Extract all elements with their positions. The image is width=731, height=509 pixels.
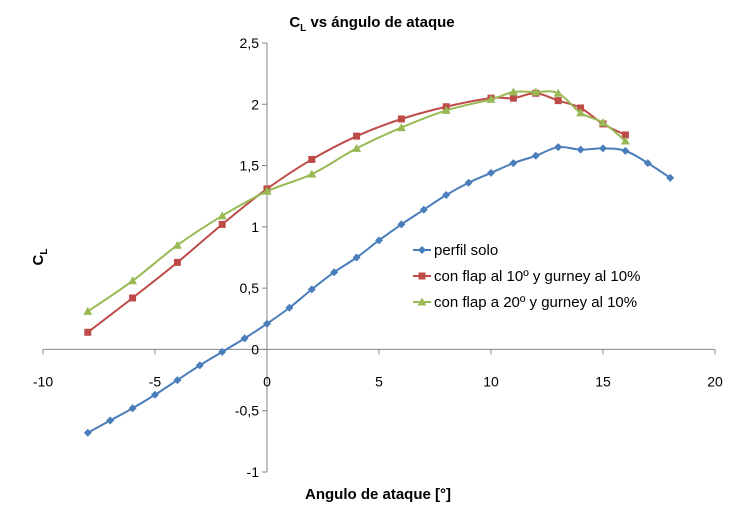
- x-axis-title: Angulo de ataque [°]: [305, 486, 451, 503]
- y-axis-title: CL: [30, 249, 50, 266]
- series-3-point: [441, 105, 451, 114]
- series-1-point: [531, 151, 540, 160]
- series-1-point: [643, 159, 652, 168]
- series-1-point: [464, 178, 473, 187]
- series-1-point: [621, 146, 630, 155]
- series-2-point: [554, 97, 562, 105]
- series-1-point: [128, 404, 137, 413]
- series-2-point: [218, 220, 226, 228]
- series-1-point: [352, 253, 361, 262]
- y-tick-label: 2,5: [240, 35, 260, 51]
- series-1-point: [442, 190, 451, 199]
- series-2-point: [397, 115, 405, 123]
- legend-marker: [418, 272, 426, 280]
- x-tick-label: 15: [595, 373, 611, 389]
- y-tick-label: 0: [251, 341, 259, 357]
- series-3-point: [262, 186, 272, 195]
- series-3-point: [598, 118, 608, 127]
- series-3-point: [128, 276, 138, 285]
- series-1-point: [106, 416, 115, 425]
- series-1-point: [554, 143, 563, 152]
- series-2-point: [129, 294, 137, 302]
- series-3-point: [83, 306, 93, 315]
- series-3-point: [553, 88, 563, 97]
- series-1-point: [195, 361, 204, 370]
- chart-title-main: C: [289, 14, 300, 31]
- x-tick-label: -10: [33, 373, 53, 389]
- y-axis-title-main: C: [30, 254, 47, 265]
- series-1-point: [330, 268, 339, 277]
- series-3-point: [396, 123, 406, 132]
- series-3-point: [172, 240, 182, 249]
- series-2-point: [84, 328, 92, 336]
- series-1-point: [397, 220, 406, 229]
- legend-label: con flap a 20º y gurney al 10%: [434, 294, 637, 311]
- series-3-line: [87, 90, 627, 313]
- series-1-point: [666, 173, 675, 182]
- x-tick-label: -5: [149, 373, 162, 389]
- series-1: [83, 143, 675, 437]
- series-3-point: [307, 169, 317, 178]
- legend-marker: [418, 246, 426, 254]
- series-1-point: [285, 303, 294, 312]
- series-1-point: [419, 205, 428, 214]
- series-1-point: [509, 159, 518, 168]
- x-tick-label: 0: [263, 373, 271, 389]
- series-2-point: [173, 258, 181, 266]
- y-tick-label: 1: [251, 219, 259, 235]
- series-1-point: [375, 236, 383, 245]
- series-1-point: [151, 390, 159, 399]
- series-3-point: [217, 211, 227, 220]
- series-1-point: [307, 285, 316, 294]
- y-tick-label: 0,5: [240, 280, 260, 296]
- y-axis-title-subscript: L: [39, 249, 50, 255]
- series-2-point: [621, 131, 629, 139]
- chart-title-subscript: L: [300, 23, 306, 34]
- legend-item-1: perfil solo: [413, 242, 498, 259]
- series-2-point: [353, 132, 361, 140]
- series-2-point: [577, 104, 585, 112]
- y-tick-label: -0,5: [235, 403, 259, 419]
- series-1-point: [263, 319, 271, 328]
- series-3-point: [508, 87, 518, 96]
- series-1-point: [218, 347, 227, 356]
- series-1-point: [240, 334, 249, 343]
- x-tick-label: 10: [483, 373, 499, 389]
- series-1-point: [83, 428, 92, 437]
- legend-item-2: con flap al 10º y gurney al 10%: [413, 268, 640, 285]
- series-3-point: [531, 87, 541, 96]
- series-2-point: [509, 94, 517, 102]
- y-tick-label: 1,5: [240, 158, 260, 174]
- series-3: [83, 87, 630, 315]
- legend-label: con flap al 10º y gurney al 10%: [434, 268, 640, 285]
- series-1-point: [599, 144, 607, 153]
- axes: -1-0,500,511,522,5-10 -5 0 5 10 15 20: [33, 35, 723, 480]
- legend: perfil solo con flap al 10º y gurney al 1…: [413, 242, 640, 311]
- chart-title-rest: vs ángulo de ataque: [306, 14, 454, 31]
- series-2-point: [308, 155, 316, 163]
- legend-marker: [417, 297, 427, 306]
- series-3-point: [620, 136, 630, 145]
- series-3-point: [486, 94, 496, 103]
- y-tick-label: 2: [251, 96, 259, 112]
- chart-title: CL vs ángulo de ataque: [289, 14, 454, 34]
- x-tick-label: 5: [375, 373, 383, 389]
- legend-label: perfil solo: [434, 242, 498, 259]
- x-tick-label: 20: [707, 373, 723, 389]
- y-tick-label: -1: [247, 464, 260, 480]
- series-1-line: [87, 145, 671, 434]
- series-layer: [83, 87, 675, 437]
- series-1-point: [487, 168, 495, 177]
- series-1-point: [173, 376, 182, 385]
- series-3-point: [576, 108, 586, 117]
- legend-item-3: con flap a 20º y gurney al 10%: [413, 294, 637, 311]
- series-1-point: [576, 145, 585, 154]
- series-3-point: [352, 143, 362, 152]
